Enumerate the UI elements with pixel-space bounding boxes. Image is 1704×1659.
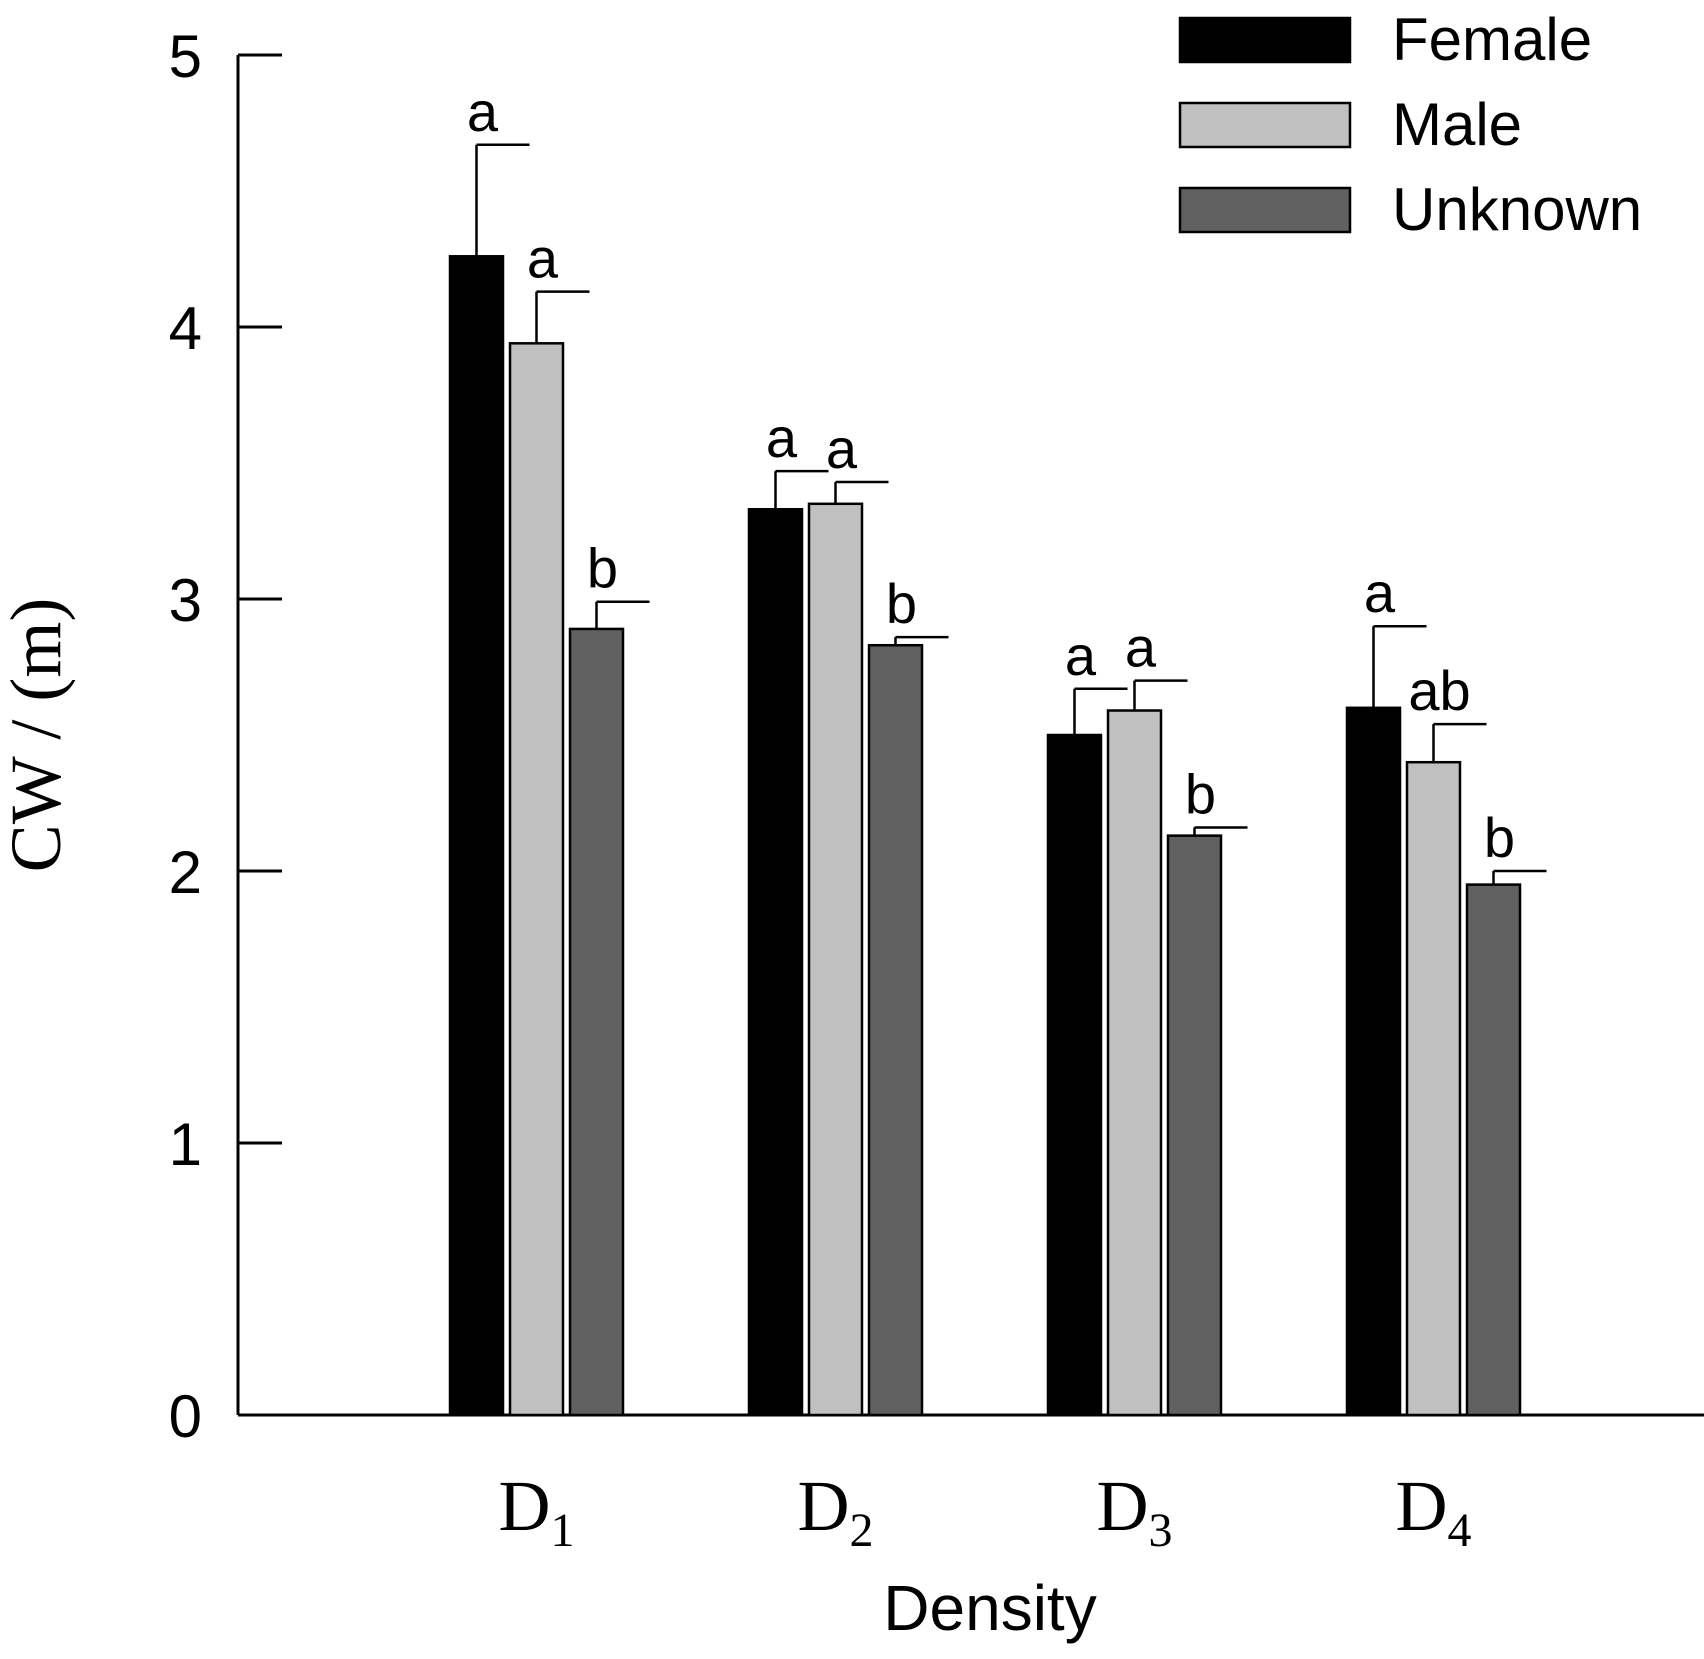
legend-label: Female	[1392, 6, 1592, 73]
x-axis-label: Density	[883, 1572, 1096, 1644]
legend-swatch	[1178, 16, 1352, 64]
legend-label: Male	[1392, 91, 1522, 158]
x-tick-label: D1	[499, 1466, 575, 1557]
significance-label: a	[766, 406, 798, 469]
significance-label: b	[587, 537, 618, 600]
bar	[747, 507, 804, 1417]
y-tick-label: 5	[169, 23, 202, 90]
significance-label: b	[1484, 806, 1515, 869]
y-tick-label: 1	[169, 1111, 202, 1178]
y-tick-label: 4	[169, 295, 202, 362]
x-tick-label: D4	[1396, 1466, 1472, 1557]
significance-label: a	[826, 417, 858, 480]
legend: Female Male Unknown	[1178, 6, 1642, 243]
significance-label: b	[886, 572, 917, 635]
y-axis-label: CW / (m)	[0, 598, 76, 873]
significance-label: a	[1065, 624, 1097, 687]
bar	[1405, 760, 1462, 1417]
bar	[1106, 709, 1163, 1417]
legend-swatch	[1178, 101, 1352, 149]
significance-label: a	[1125, 616, 1157, 679]
bar	[508, 342, 565, 1417]
bar	[867, 643, 924, 1417]
significance-label: a	[1364, 561, 1396, 624]
bar	[1166, 834, 1223, 1417]
bar	[448, 255, 505, 1417]
y-tick-label: 3	[169, 567, 202, 634]
significance-label: a	[527, 227, 559, 290]
bar	[807, 502, 864, 1417]
significance-label: b	[1185, 762, 1216, 825]
significance-label: ab	[1408, 659, 1470, 722]
bar	[1345, 706, 1402, 1417]
bar	[1465, 883, 1522, 1417]
bar	[1046, 733, 1103, 1417]
legend-swatch	[1178, 186, 1352, 234]
y-tick-label: 0	[169, 1383, 202, 1450]
x-tick-label: D2	[798, 1466, 874, 1557]
legend-label: Unknown	[1392, 176, 1642, 243]
bar	[568, 627, 625, 1417]
significance-label: a	[467, 80, 499, 143]
y-tick-label: 2	[169, 839, 202, 906]
x-tick-label: D3	[1097, 1466, 1173, 1557]
